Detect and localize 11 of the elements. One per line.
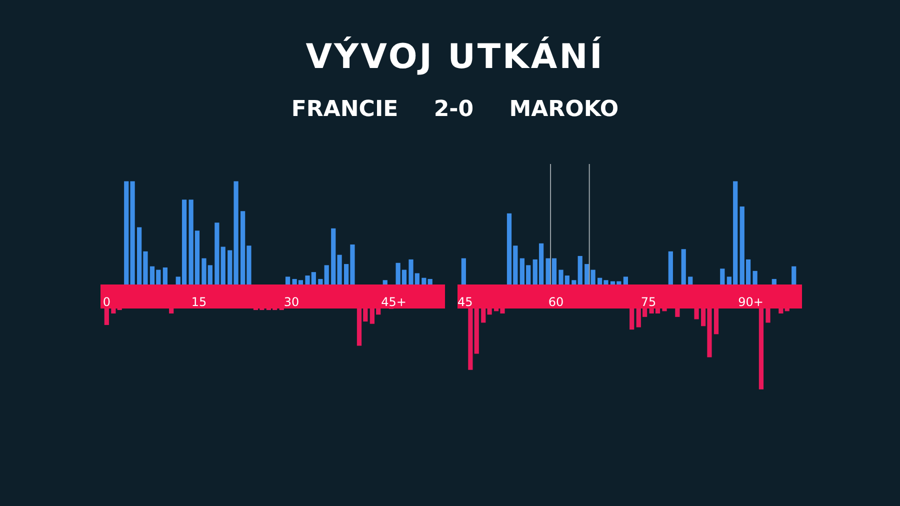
- x-tick-label: 0: [102, 295, 110, 310]
- x-tick-label: 60: [548, 295, 564, 310]
- x-tick-label: 90+: [738, 295, 764, 310]
- x-tick-label: 45+: [381, 295, 406, 310]
- text: FRANCIE: [291, 96, 398, 122]
- text: 2-0: [434, 96, 474, 122]
- x-tick-label: 45: [458, 295, 473, 310]
- x-tick-label: 30: [284, 295, 300, 310]
- x-tick-label: 15: [191, 295, 207, 310]
- text: MAROKO: [509, 96, 619, 122]
- chart-title: VÝVOJ UTKÁNÍ: [304, 36, 606, 79]
